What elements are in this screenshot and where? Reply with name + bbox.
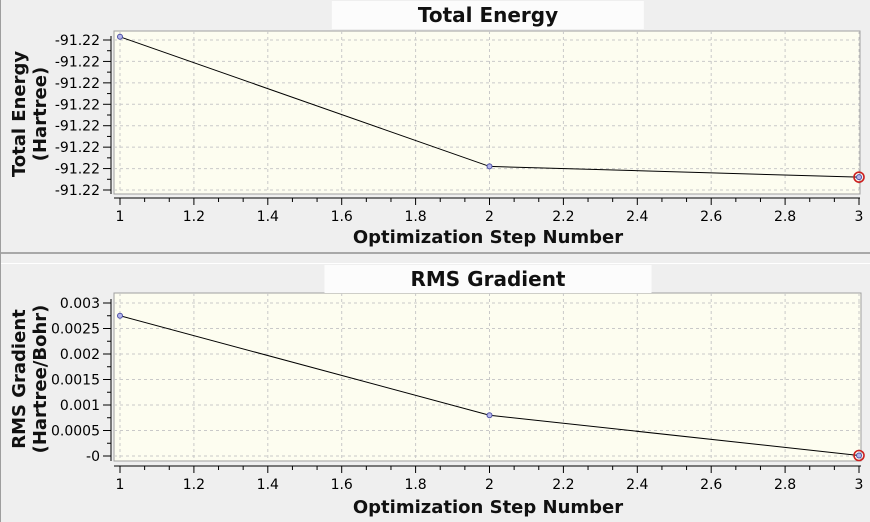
last-point-ring [853,449,865,462]
x-tick-label: 2.8 [774,209,796,225]
x-tick-label: 1.6 [331,209,353,225]
y-tick-label: 0.0015 [51,373,100,389]
x-tick-label: 2.6 [700,209,722,225]
rms-gradient-yaxis-title: RMS Gradient (Hartree/Bohr) [9,259,51,499]
plot-background [113,292,862,462]
x-tick-label: 2 [485,477,494,493]
y-tick-label: -0 [86,449,100,465]
x-tick-label: 3 [855,477,864,493]
x-tick-label: 1.4 [257,209,279,225]
plot-background [113,30,861,195]
x-tick-label: 1.2 [183,477,205,493]
data-point-marker[interactable] [856,452,862,459]
rms-gradient-yaxis-title-line1: RMS Gradient [9,309,30,449]
rms-gradient-title: RMS Gradient [324,265,652,293]
y-tick-label: -91.22 [55,97,100,113]
total-energy-yaxis-title-line1: Total Energy [9,50,30,178]
x-tick-label: 2.4 [626,477,648,493]
x-tick-label: 2.2 [552,477,574,493]
y-tick-label: 0.001 [60,398,100,414]
y-tick-label: -91.22 [55,140,100,156]
window-left-edge [0,0,1,522]
total-energy-yaxis-title-line2: (Hartree) [30,66,51,162]
x-tick-label: 2.4 [626,209,648,225]
y-tick-label: -91.22 [55,183,100,199]
x-tick-label: 2.6 [700,477,722,493]
x-tick-label: 2.2 [552,209,574,225]
y-tick-label: -91.22 [55,33,100,49]
total-energy-yaxis-title: Total Energy (Hartree) [9,0,51,234]
total-energy-title: Total Energy [331,1,645,29]
x-tick-label: 2.8 [774,477,796,493]
x-tick-label: 3 [855,209,864,225]
data-point-marker[interactable] [486,412,493,419]
data-point-marker[interactable] [486,163,493,170]
x-tick-label: 1.8 [404,477,426,493]
x-tick-label: 1 [116,209,125,225]
total-energy-xaxis-title: Optimization Step Number [352,227,624,248]
y-tick-label: -91.22 [55,54,100,70]
y-tick-label: 0.002 [60,347,100,363]
x-tick-label: 1.6 [331,477,353,493]
y-tick-label: -91.22 [55,119,100,135]
last-point-ring [853,171,865,183]
data-point-marker[interactable] [856,174,862,181]
y-tick-label: -91.22 [55,162,100,178]
y-tick-label: 0.0025 [51,322,100,338]
panel-divider-highlight [0,263,870,264]
x-tick-label: 1.2 [183,209,205,225]
rms-gradient-xaxis-title: Optimization Step Number [352,497,624,518]
data-point-marker[interactable] [117,33,123,40]
y-tick-label: 0.0005 [51,424,100,440]
x-tick-label: 2 [485,209,494,225]
x-tick-label: 1.4 [257,477,279,493]
x-tick-label: 1.8 [404,209,426,225]
rms-gradient-yaxis-title-line2: (Hartree/Bohr) [30,304,51,454]
y-tick-label: -91.22 [55,76,100,92]
data-point-marker[interactable] [117,312,123,319]
panel-divider-shadow [0,252,870,254]
y-tick-label: 0.003 [60,296,100,312]
x-tick-label: 1 [116,477,125,493]
